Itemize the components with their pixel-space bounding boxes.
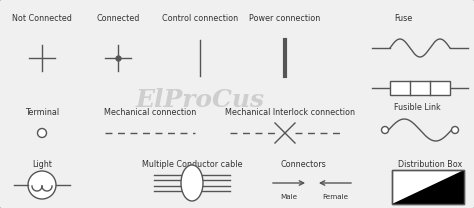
Text: Not Connected: Not Connected [12, 14, 72, 23]
Circle shape [37, 129, 46, 137]
Ellipse shape [181, 165, 203, 201]
Text: Multiple Conductor cable: Multiple Conductor cable [142, 160, 242, 169]
Bar [390, 81, 450, 95]
Text: Connected: Connected [96, 14, 140, 23]
Circle shape [28, 171, 56, 199]
Text: Distribution Box: Distribution Box [398, 160, 462, 169]
Text: Male: Male [281, 194, 298, 200]
Circle shape [382, 126, 389, 134]
Text: Power connection: Power connection [249, 14, 320, 23]
Text: Connectors: Connectors [280, 160, 326, 169]
Text: Fuse: Fuse [394, 14, 412, 23]
Bar [392, 170, 464, 204]
Text: Light: Light [32, 160, 52, 169]
Circle shape [452, 126, 458, 134]
Text: Control connection: Control connection [162, 14, 238, 23]
Text: ElProCus: ElProCus [136, 88, 264, 112]
Text: Mechanical Interlock connection: Mechanical Interlock connection [225, 108, 355, 117]
Bar [392, 170, 464, 204]
Polygon shape [392, 170, 464, 204]
Text: Terminal: Terminal [25, 108, 59, 117]
Text: Fusible Link: Fusible Link [394, 103, 441, 112]
Text: Mechanical connection: Mechanical connection [104, 108, 196, 117]
Text: Female: Female [322, 194, 348, 200]
